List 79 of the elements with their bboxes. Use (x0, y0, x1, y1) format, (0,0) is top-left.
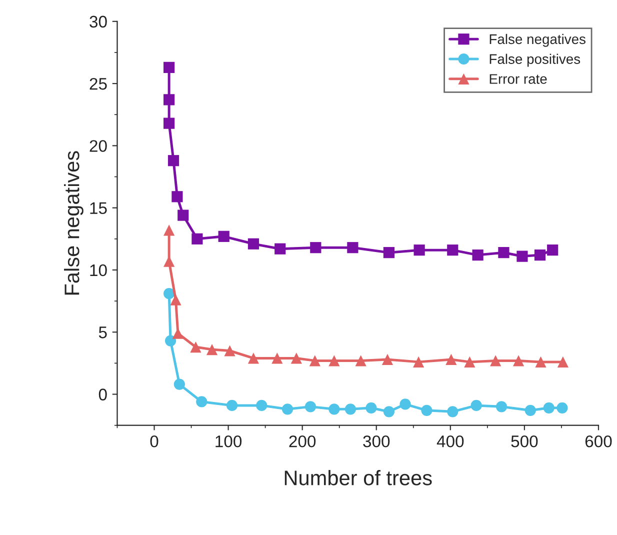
y-axis-title: False negatives (64, 151, 84, 295)
point (224, 345, 236, 356)
point (557, 356, 569, 368)
point (190, 341, 202, 353)
point (496, 401, 508, 412)
point (516, 250, 528, 262)
point (206, 344, 218, 356)
legend-label: Error rate (490, 74, 547, 84)
point (164, 94, 175, 106)
point (328, 355, 340, 366)
point (272, 352, 283, 364)
point (490, 355, 502, 366)
point (328, 404, 340, 415)
point (413, 356, 424, 368)
point (164, 118, 175, 129)
x-tick-label: 300 (363, 435, 390, 448)
point (534, 250, 546, 261)
y-tick-label: 10 (90, 264, 107, 276)
legend-label: False positives (490, 54, 580, 67)
point (347, 242, 358, 254)
point (304, 401, 316, 412)
point (382, 354, 394, 366)
point (421, 404, 432, 416)
point (447, 406, 458, 418)
point (464, 356, 476, 368)
point (309, 355, 320, 366)
x-tick-label: 0 (150, 435, 158, 448)
point (290, 352, 302, 364)
point (383, 247, 395, 258)
point (446, 354, 457, 366)
point (170, 294, 182, 306)
y-tick-label: 20 (90, 140, 107, 152)
point (164, 62, 175, 73)
point (400, 398, 411, 410)
x-tick-label: 600 (585, 435, 612, 448)
point (174, 378, 185, 390)
point (196, 396, 208, 408)
x-tick-label: 400 (436, 435, 464, 448)
point (274, 243, 286, 254)
point (178, 210, 189, 221)
x-tick-label: 100 (216, 435, 242, 448)
point (256, 400, 268, 411)
y-tick-label: 25 (90, 78, 107, 90)
point (414, 244, 425, 256)
point (168, 155, 180, 166)
point (512, 355, 524, 366)
point (192, 233, 203, 244)
point (310, 242, 322, 254)
x-tick-label: 500 (511, 435, 538, 448)
point (366, 402, 377, 414)
point (164, 224, 175, 236)
point (164, 288, 175, 300)
point (535, 356, 546, 368)
point (226, 400, 238, 411)
point (282, 404, 294, 415)
y-tick-label: 0 (98, 388, 107, 400)
point (355, 355, 366, 366)
point (172, 328, 184, 339)
y-tick-label: 30 (90, 16, 107, 28)
point (164, 335, 176, 346)
point (248, 238, 260, 250)
y-tick-label: 5 (98, 326, 107, 338)
point (543, 402, 554, 414)
point (498, 247, 510, 258)
legend-label: False negatives (490, 34, 586, 47)
y-tick-label: 15 (90, 202, 107, 214)
point (470, 400, 482, 411)
point (524, 404, 536, 416)
point (556, 402, 568, 414)
point (383, 406, 395, 418)
point (547, 244, 558, 256)
point (248, 352, 260, 364)
point (447, 244, 458, 256)
point (344, 404, 356, 415)
x-tick-label: 200 (289, 435, 316, 448)
point (172, 191, 183, 202)
point (218, 230, 230, 242)
point (472, 250, 484, 261)
x-axis-title: Number of trees (284, 470, 432, 486)
